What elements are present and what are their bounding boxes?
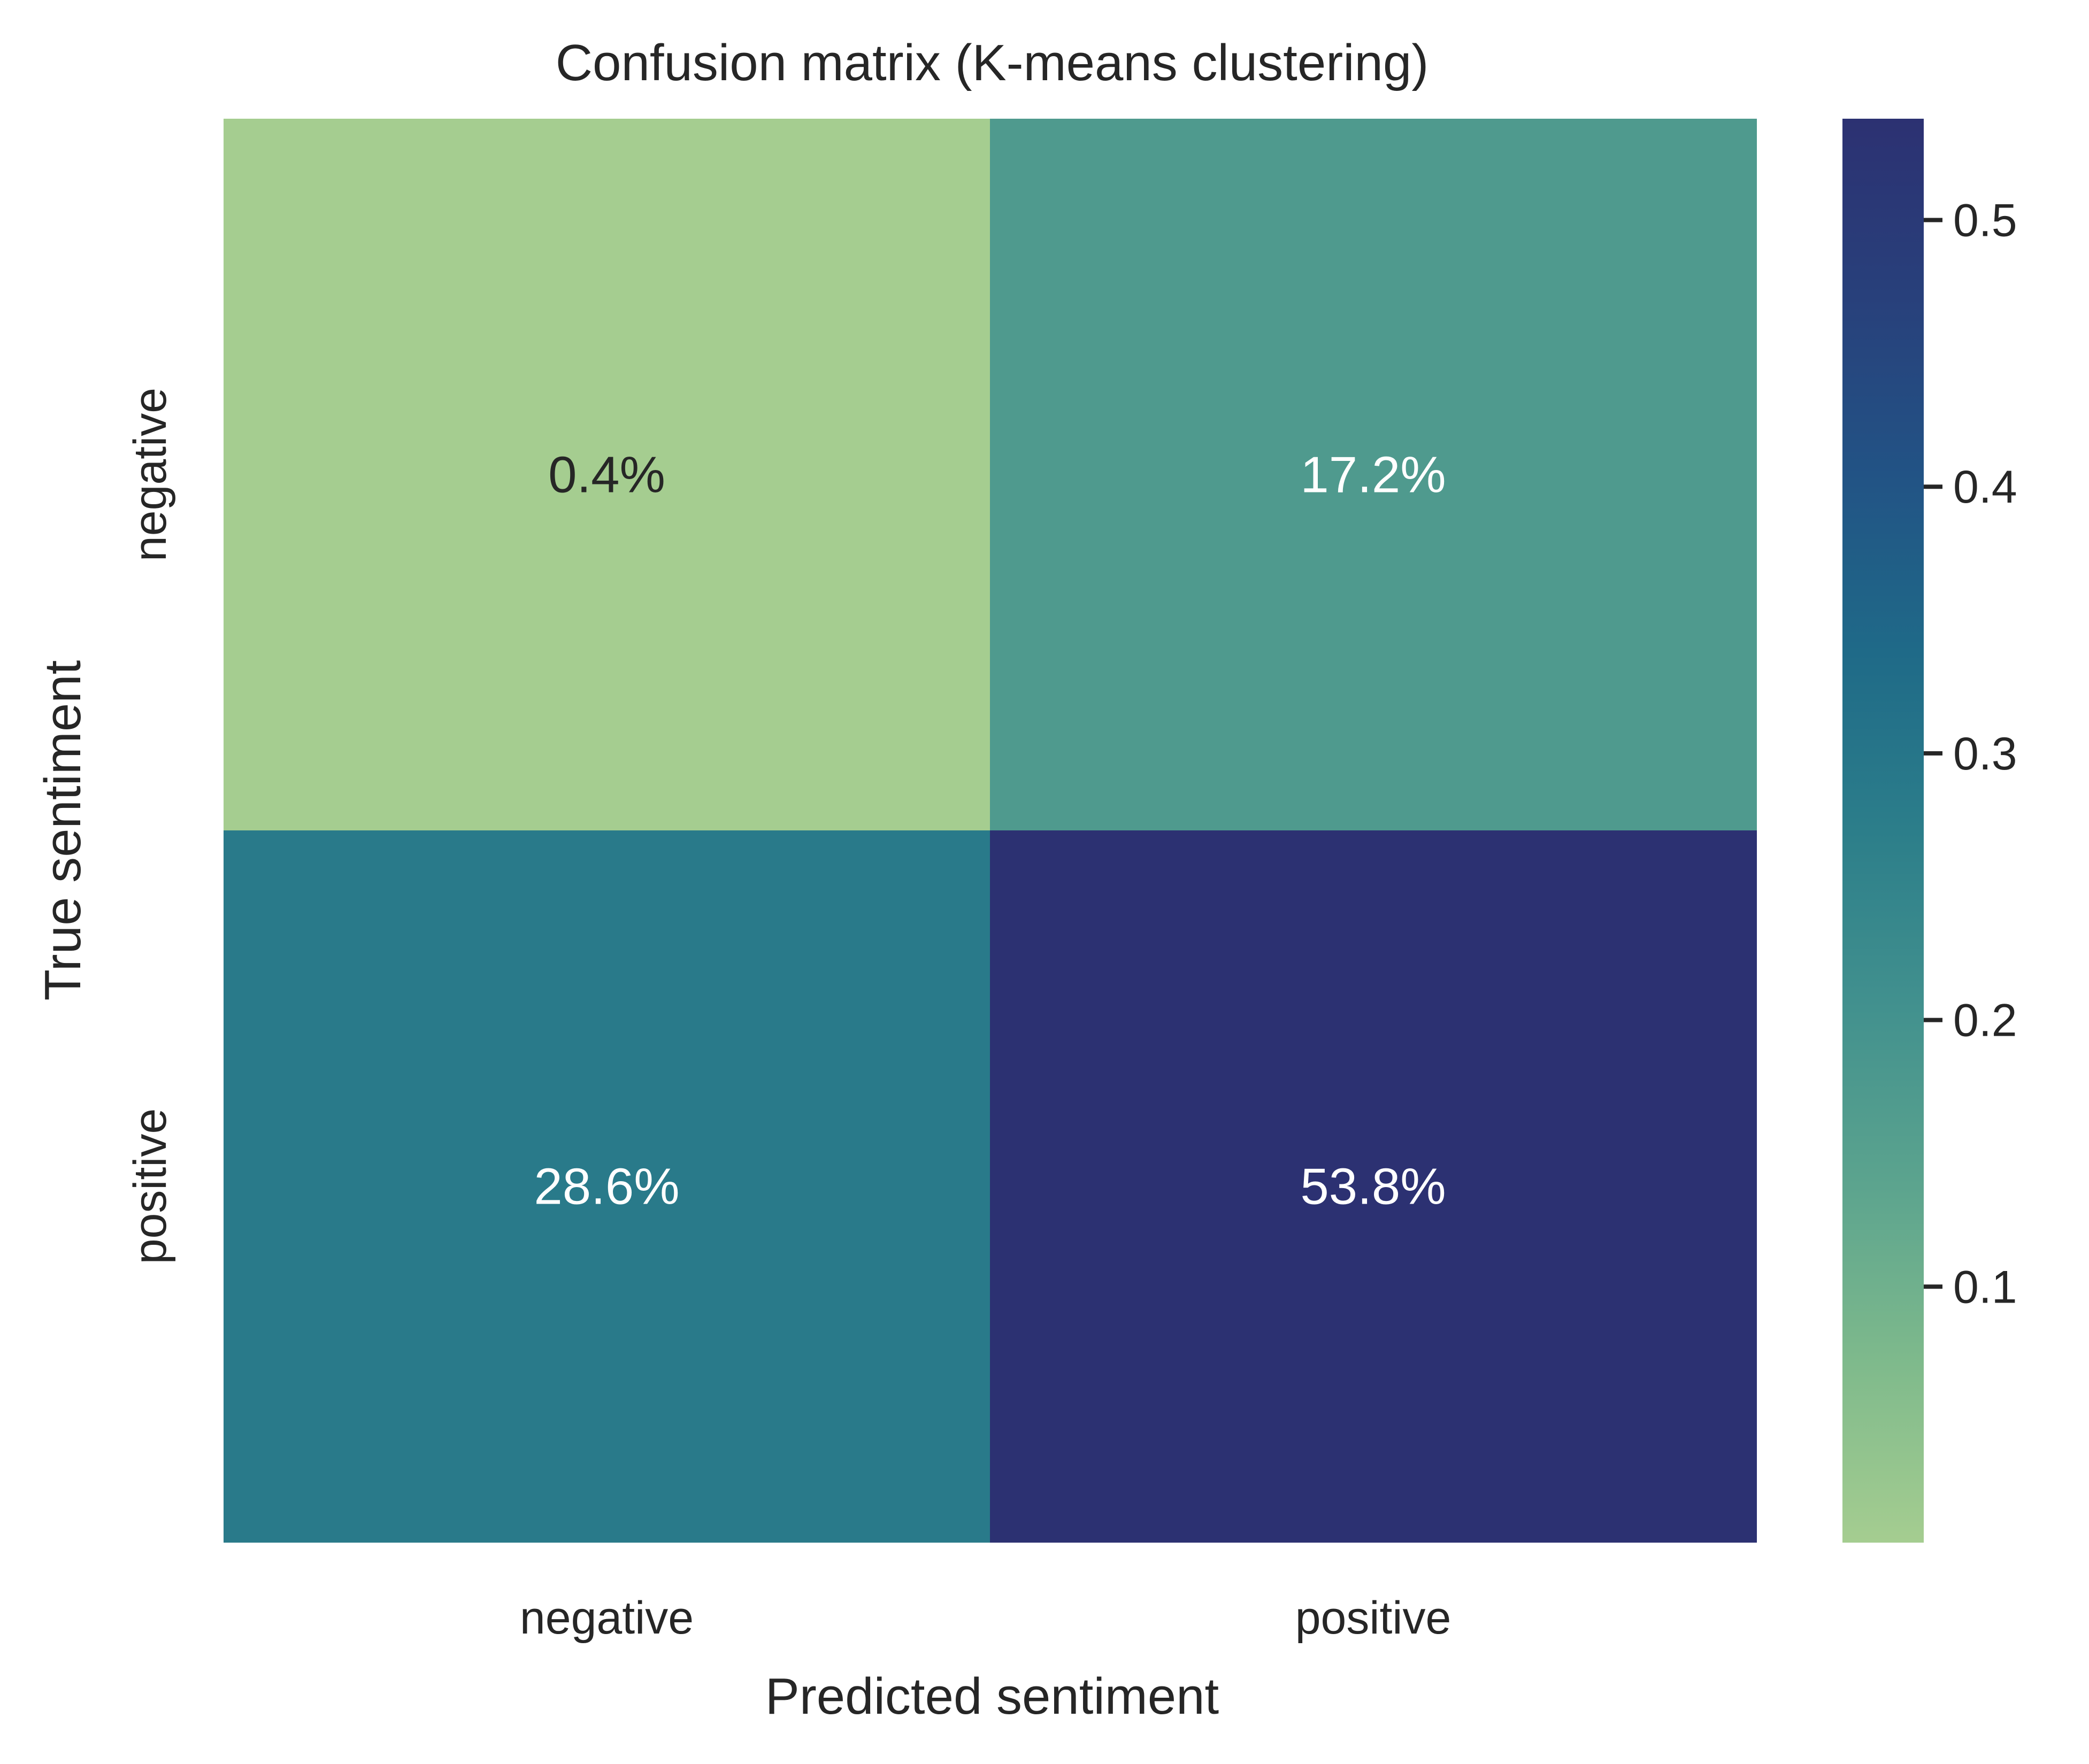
cell-annotation: 53.8% (1300, 1158, 1446, 1215)
y-tick-label: positive (125, 1108, 176, 1265)
y-axis-label: True sentiment (34, 660, 91, 1001)
cell-annotation: 17.2% (1300, 446, 1446, 504)
x-tick-label: positive (1295, 1592, 1451, 1644)
heatmap-cell (990, 119, 1757, 831)
colorbar-tick-label: 0.5 (1953, 195, 2017, 247)
colorbar-tick-label: 0.1 (1953, 1261, 2017, 1313)
heatmap-cells (224, 119, 1757, 1543)
heatmap-cell (990, 830, 1757, 1543)
x-tick-label: negative (520, 1592, 694, 1644)
y-tick-label: negative (125, 388, 176, 561)
x-axis-label: Predicted sentiment (765, 1668, 1219, 1725)
cell-annotation: 28.6% (534, 1158, 679, 1215)
y-tick-labels: negative positive (125, 388, 176, 1264)
colorbar-tick-label: 0.2 (1953, 995, 2017, 1046)
colorbar-tick-label: 0.4 (1953, 461, 2017, 513)
cell-annotation: 0.4% (548, 446, 665, 504)
heatmap-cell (224, 830, 990, 1543)
colorbar (1842, 119, 1924, 1543)
heatmap-cell (224, 119, 990, 831)
chart-title: Confusion matrix (K-means clustering) (556, 34, 1429, 91)
colorbar-ticks: 0.1 0.2 0.3 0.4 0.5 (1924, 195, 2017, 1313)
cell-annotations: 0.4% 17.2% 28.6% 53.8% (534, 446, 1446, 1215)
x-tick-labels: negative positive (520, 1592, 1451, 1644)
colorbar-tick-label: 0.3 (1953, 728, 2017, 780)
